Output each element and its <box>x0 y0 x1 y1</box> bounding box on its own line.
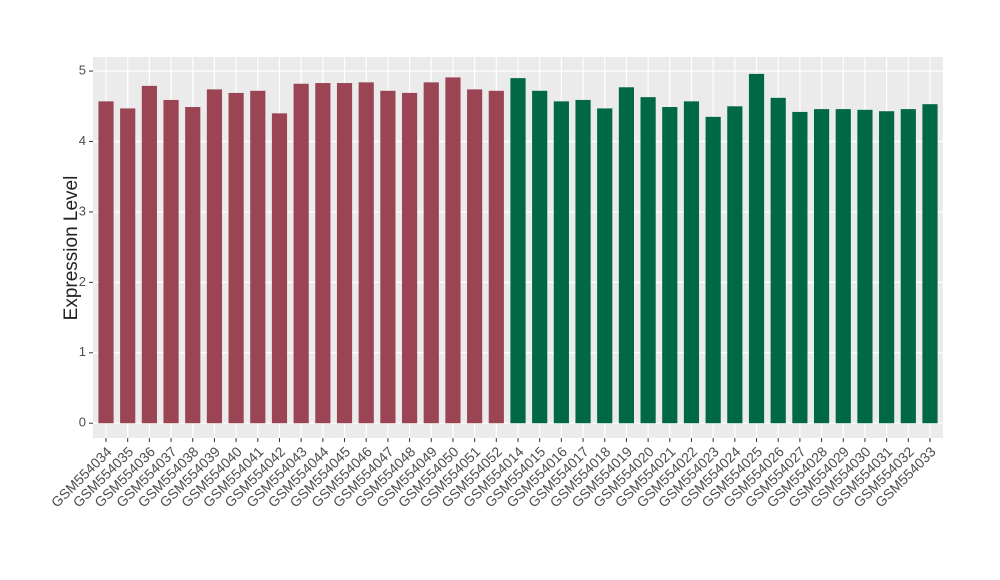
bar <box>813 109 830 424</box>
bar <box>683 101 700 424</box>
bar <box>792 111 808 424</box>
bar <box>640 97 656 424</box>
y-tick-label: 5 <box>79 63 86 78</box>
y-tick-label: 3 <box>79 203 86 218</box>
bar <box>900 109 916 424</box>
y-tick-label: 4 <box>79 133 86 148</box>
bar <box>445 77 461 424</box>
bar <box>727 106 743 424</box>
bar <box>467 89 483 424</box>
bar <box>206 89 223 424</box>
bar <box>770 97 786 424</box>
y-tick-label: 1 <box>79 344 86 359</box>
bar <box>857 109 873 424</box>
bar <box>380 90 396 424</box>
bar <box>293 83 309 424</box>
y-tick-label: 2 <box>79 274 86 289</box>
bar <box>185 107 201 424</box>
bar <box>488 90 504 424</box>
bar <box>748 73 765 424</box>
bar <box>120 108 136 424</box>
y-tick-label: 0 <box>79 415 86 430</box>
bar <box>922 104 938 424</box>
bar <box>228 92 244 424</box>
bar <box>662 107 678 424</box>
bar <box>401 92 418 424</box>
bar <box>618 87 635 424</box>
bar <box>835 109 851 424</box>
bar <box>705 116 721 424</box>
bar <box>250 90 266 424</box>
bar <box>358 82 374 424</box>
y-axis-label: Expression Level <box>61 176 82 321</box>
bar <box>423 82 439 424</box>
bar <box>510 78 526 424</box>
bar <box>271 113 288 424</box>
bar <box>597 108 613 424</box>
bar <box>575 99 591 424</box>
bar <box>315 83 331 424</box>
bar <box>879 111 895 424</box>
bar <box>532 90 548 424</box>
bar <box>553 101 569 424</box>
bar <box>141 85 157 424</box>
bar <box>336 83 353 424</box>
bar <box>98 101 114 424</box>
bar <box>163 99 179 424</box>
